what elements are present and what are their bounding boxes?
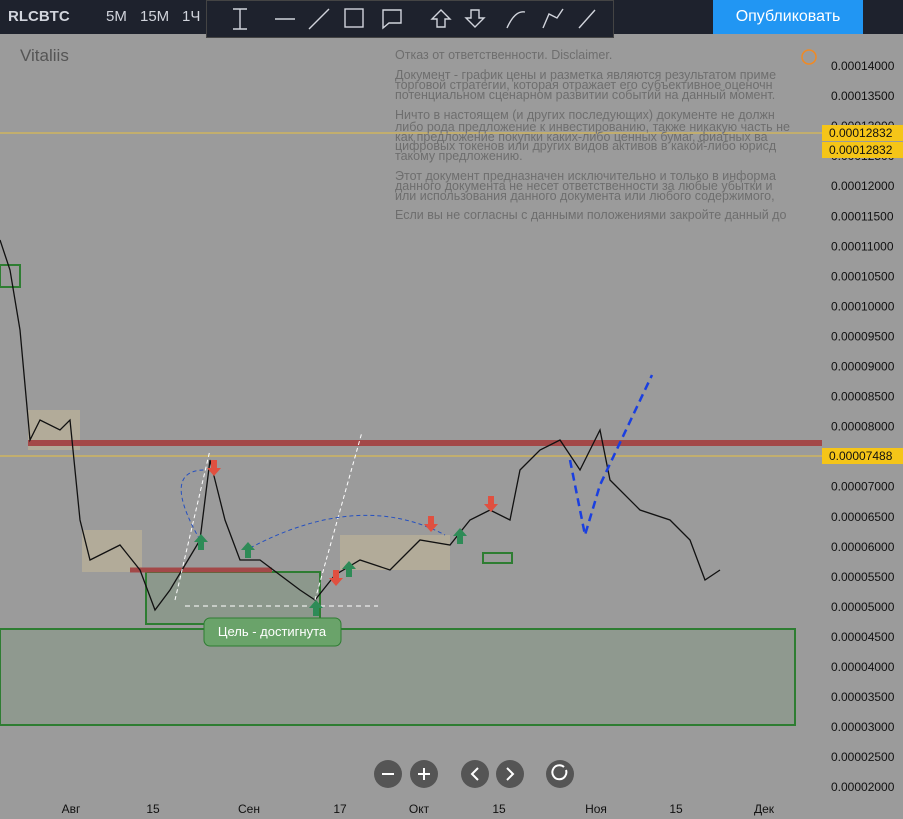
zone [0,264,21,288]
disclaimer-line: Если вы не согласны с данными положениям… [395,208,787,222]
price-label: 0.00013500 [831,89,895,103]
zone [0,628,796,726]
price-marker: 0.00007488 [829,449,893,463]
price-label: 0.00002000 [831,780,895,794]
zone [482,552,513,564]
price-marker: 0.00012832 [829,126,893,140]
time-label: Авг [62,802,81,816]
axis-bg [822,40,903,800]
price-label: 0.00008000 [831,420,895,434]
forecast [568,374,654,536]
tool-icons [233,8,596,30]
disclaimer-line: как предложение покупки каких-либо ценны… [395,130,768,144]
price-label: 0.00003000 [831,720,895,734]
price-axis: 0.000140000.000135000.000130000.00012500… [822,40,903,800]
price-label: 0.00006000 [831,540,895,554]
disclaimer-line: такому предложению. [395,149,523,163]
info-icon[interactable] [801,49,817,65]
annotation: Цель - достигнута [218,624,327,639]
disclaimer-line: потенциальном сценарном развитии событий… [395,88,776,102]
price-label: 0.00014000 [831,59,895,73]
price-label: 0.00011000 [831,239,894,253]
disclaimer-line: или использования данного документа или … [395,189,775,203]
disclaimer-line: Этот документ предназначен исключительно… [395,169,776,183]
price-marker-bg [822,142,903,158]
price-label: 0.00009500 [831,329,895,343]
annotation-box [203,617,342,647]
disclaimer-line: данного документа не несет ответственнос… [395,179,773,193]
price-label: 0.00010500 [831,269,895,283]
publish-button[interactable]: Опубликовать [713,0,863,34]
price-label: 0.00005500 [831,570,895,584]
price-marker: 0.00012832 [829,143,893,157]
zone [145,571,321,625]
interval[interactable]: 1Ч [182,8,201,25]
top-bar: RLCBTC 5М 15М 1Ч Опубликовать [0,0,903,38]
price-label: 0.00009000 [831,360,895,374]
time-label: 15 [492,802,506,816]
disclaimer-line: Отказ от ответственности. Disclaimer. [395,48,613,62]
price-label: 0.00006500 [831,510,895,524]
drawing [314,431,363,601]
disclaimer-line: либо рода предложение к инвестированию, … [395,120,790,134]
time-label: Дек [754,802,775,816]
price-label: 0.00005000 [831,600,895,614]
price-line [0,239,721,612]
watermark: Vitaliis [20,46,69,65]
disclaimer-line: цифровых токенов или других видов активо… [395,139,777,153]
time-label: Ноя [585,802,607,816]
scroll-left[interactable] [461,760,489,788]
nav-icons [382,764,568,781]
disclaimer-line: торговой стратегии, которая отражает его… [395,78,773,92]
zone [82,530,142,572]
price-label: 0.00010000 [831,299,895,313]
interval[interactable]: 5М [106,8,127,25]
interval[interactable]: 15М [140,8,170,25]
nav-buttons [374,760,574,788]
time-label: Окт [409,802,430,816]
price-label: 0.00008500 [831,390,895,404]
disclaimer-line: Ничто в настоящем (и других последующих)… [395,108,775,122]
price-marker-bg [822,448,903,464]
time-label: 17 [333,802,347,816]
price-label: 0.00004000 [831,660,895,674]
price-label: 0.00007000 [831,480,895,494]
price-label: 0.00003500 [831,690,895,704]
price-label: 0.00004500 [831,630,895,644]
buy-arrows [194,528,467,616]
price-label: 0.00012000 [831,179,895,193]
price-marker-bg [822,125,903,141]
sell-arrows [207,460,498,586]
time-label: 15 [669,802,683,816]
time-label: Сен [238,802,260,816]
drawing-toolbar[interactable] [206,0,614,38]
time-label: 15 [146,802,160,816]
reset[interactable] [546,760,574,788]
disclaimer-line: Документ - график цены и разметка являют… [395,68,777,82]
disclaimer: Отказ от ответственности. Disclaimer. Док… [395,48,822,228]
scroll-right[interactable] [496,760,524,788]
time-axis: Авг 15 Сен 17 Окт 15 Ноя 15 Дек [62,802,775,816]
price-label: 0.00011500 [831,209,894,223]
drawing [180,469,446,549]
symbol[interactable]: RLCBTC [8,8,70,25]
price-label: 0.00002500 [831,750,895,764]
